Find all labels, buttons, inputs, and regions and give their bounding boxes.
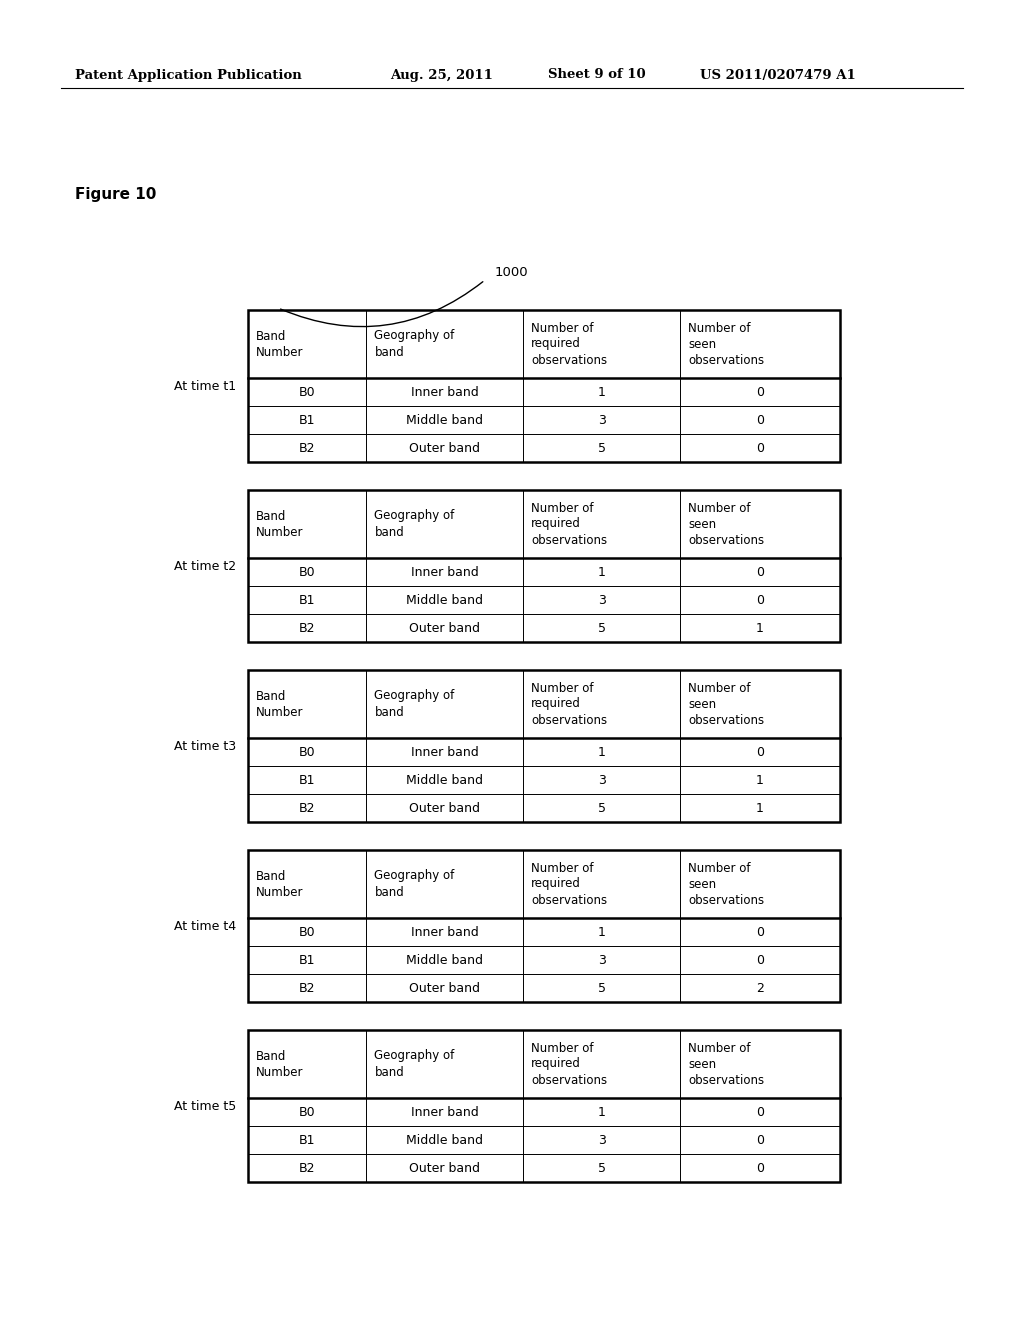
Text: Number of
required
observations: Number of required observations	[531, 681, 607, 726]
Text: 3: 3	[598, 413, 605, 426]
Text: Outer band: Outer band	[410, 622, 480, 635]
Text: Number of
required
observations: Number of required observations	[531, 502, 607, 546]
Text: Figure 10: Figure 10	[75, 187, 157, 202]
Text: Middle band: Middle band	[407, 413, 483, 426]
Text: 5: 5	[598, 982, 606, 994]
Text: At time t1: At time t1	[174, 380, 236, 392]
Text: B2: B2	[299, 622, 315, 635]
Text: Sheet 9 of 10: Sheet 9 of 10	[548, 69, 645, 82]
Text: B1: B1	[299, 1134, 315, 1147]
Text: Band
Number: Band Number	[256, 689, 303, 718]
Text: Number of
seen
observations: Number of seen observations	[688, 502, 764, 546]
Text: B0: B0	[299, 385, 315, 399]
Text: 3: 3	[598, 953, 605, 966]
Text: 0: 0	[756, 441, 764, 454]
Text: 5: 5	[598, 441, 606, 454]
Text: Band
Number: Band Number	[256, 870, 303, 899]
Text: 1: 1	[598, 1106, 605, 1118]
Text: 2: 2	[756, 982, 764, 994]
Text: Middle band: Middle band	[407, 953, 483, 966]
Bar	[248, 310, 840, 462]
Text: Geography of
band: Geography of band	[375, 510, 455, 539]
Text: Patent Application Publication: Patent Application Publication	[75, 69, 302, 82]
Text: At time t5: At time t5	[174, 1100, 236, 1113]
Text: 3: 3	[598, 594, 605, 606]
Text: B1: B1	[299, 953, 315, 966]
Text: 1: 1	[598, 925, 605, 939]
Text: B1: B1	[299, 413, 315, 426]
Text: Middle band: Middle band	[407, 774, 483, 787]
Text: 0: 0	[756, 1106, 764, 1118]
Text: 5: 5	[598, 801, 606, 814]
Text: Aug. 25, 2011: Aug. 25, 2011	[390, 69, 493, 82]
Text: Outer band: Outer band	[410, 1162, 480, 1175]
Text: B2: B2	[299, 801, 315, 814]
Text: Number of
seen
observations: Number of seen observations	[688, 322, 764, 367]
Text: B2: B2	[299, 441, 315, 454]
Text: 0: 0	[756, 925, 764, 939]
Text: Number of
seen
observations: Number of seen observations	[688, 681, 764, 726]
Text: B0: B0	[299, 925, 315, 939]
Text: Outer band: Outer band	[410, 441, 480, 454]
Text: At time t2: At time t2	[174, 560, 236, 573]
Text: 0: 0	[756, 953, 764, 966]
Text: Number of
seen
observations: Number of seen observations	[688, 1041, 764, 1086]
Text: 5: 5	[598, 622, 606, 635]
Text: 1: 1	[598, 746, 605, 759]
Text: Number of
seen
observations: Number of seen observations	[688, 862, 764, 907]
Text: 0: 0	[756, 746, 764, 759]
Bar	[248, 1030, 840, 1181]
Text: Number of
required
observations: Number of required observations	[531, 322, 607, 367]
Text: Inner band: Inner band	[411, 746, 478, 759]
Text: 1: 1	[598, 565, 605, 578]
Text: Band
Number: Band Number	[256, 510, 303, 539]
Text: At time t3: At time t3	[174, 739, 236, 752]
Text: B2: B2	[299, 982, 315, 994]
Text: 0: 0	[756, 385, 764, 399]
Text: B1: B1	[299, 774, 315, 787]
Text: B0: B0	[299, 1106, 315, 1118]
Text: 1: 1	[756, 801, 764, 814]
Bar	[248, 850, 840, 1002]
Text: Geography of
band: Geography of band	[375, 689, 455, 718]
Text: 1: 1	[756, 774, 764, 787]
Text: 0: 0	[756, 594, 764, 606]
Text: 0: 0	[756, 1134, 764, 1147]
Text: Middle band: Middle band	[407, 1134, 483, 1147]
Bar	[248, 490, 840, 642]
Text: Number of
required
observations: Number of required observations	[531, 1041, 607, 1086]
Text: Inner band: Inner band	[411, 565, 478, 578]
Text: Inner band: Inner band	[411, 1106, 478, 1118]
Text: Middle band: Middle band	[407, 594, 483, 606]
Text: Outer band: Outer band	[410, 801, 480, 814]
Text: 1: 1	[756, 622, 764, 635]
Text: At time t4: At time t4	[174, 920, 236, 932]
Text: 3: 3	[598, 774, 605, 787]
Text: B1: B1	[299, 594, 315, 606]
Text: B0: B0	[299, 746, 315, 759]
Text: B2: B2	[299, 1162, 315, 1175]
Text: 5: 5	[598, 1162, 606, 1175]
Text: Band
Number: Band Number	[256, 330, 303, 359]
Text: Band
Number: Band Number	[256, 1049, 303, 1078]
Text: 0: 0	[756, 413, 764, 426]
Text: B0: B0	[299, 565, 315, 578]
Text: 1: 1	[598, 385, 605, 399]
Text: 3: 3	[598, 1134, 605, 1147]
Text: Inner band: Inner band	[411, 925, 478, 939]
Bar	[248, 671, 840, 822]
Text: Inner band: Inner band	[411, 385, 478, 399]
Text: Outer band: Outer band	[410, 982, 480, 994]
Text: Geography of
band: Geography of band	[375, 1049, 455, 1078]
Text: 0: 0	[756, 1162, 764, 1175]
Text: 0: 0	[756, 565, 764, 578]
Text: 1000: 1000	[495, 265, 528, 279]
Text: US 2011/0207479 A1: US 2011/0207479 A1	[700, 69, 856, 82]
Text: Number of
required
observations: Number of required observations	[531, 862, 607, 907]
Text: Geography of
band: Geography of band	[375, 870, 455, 899]
Text: Geography of
band: Geography of band	[375, 330, 455, 359]
